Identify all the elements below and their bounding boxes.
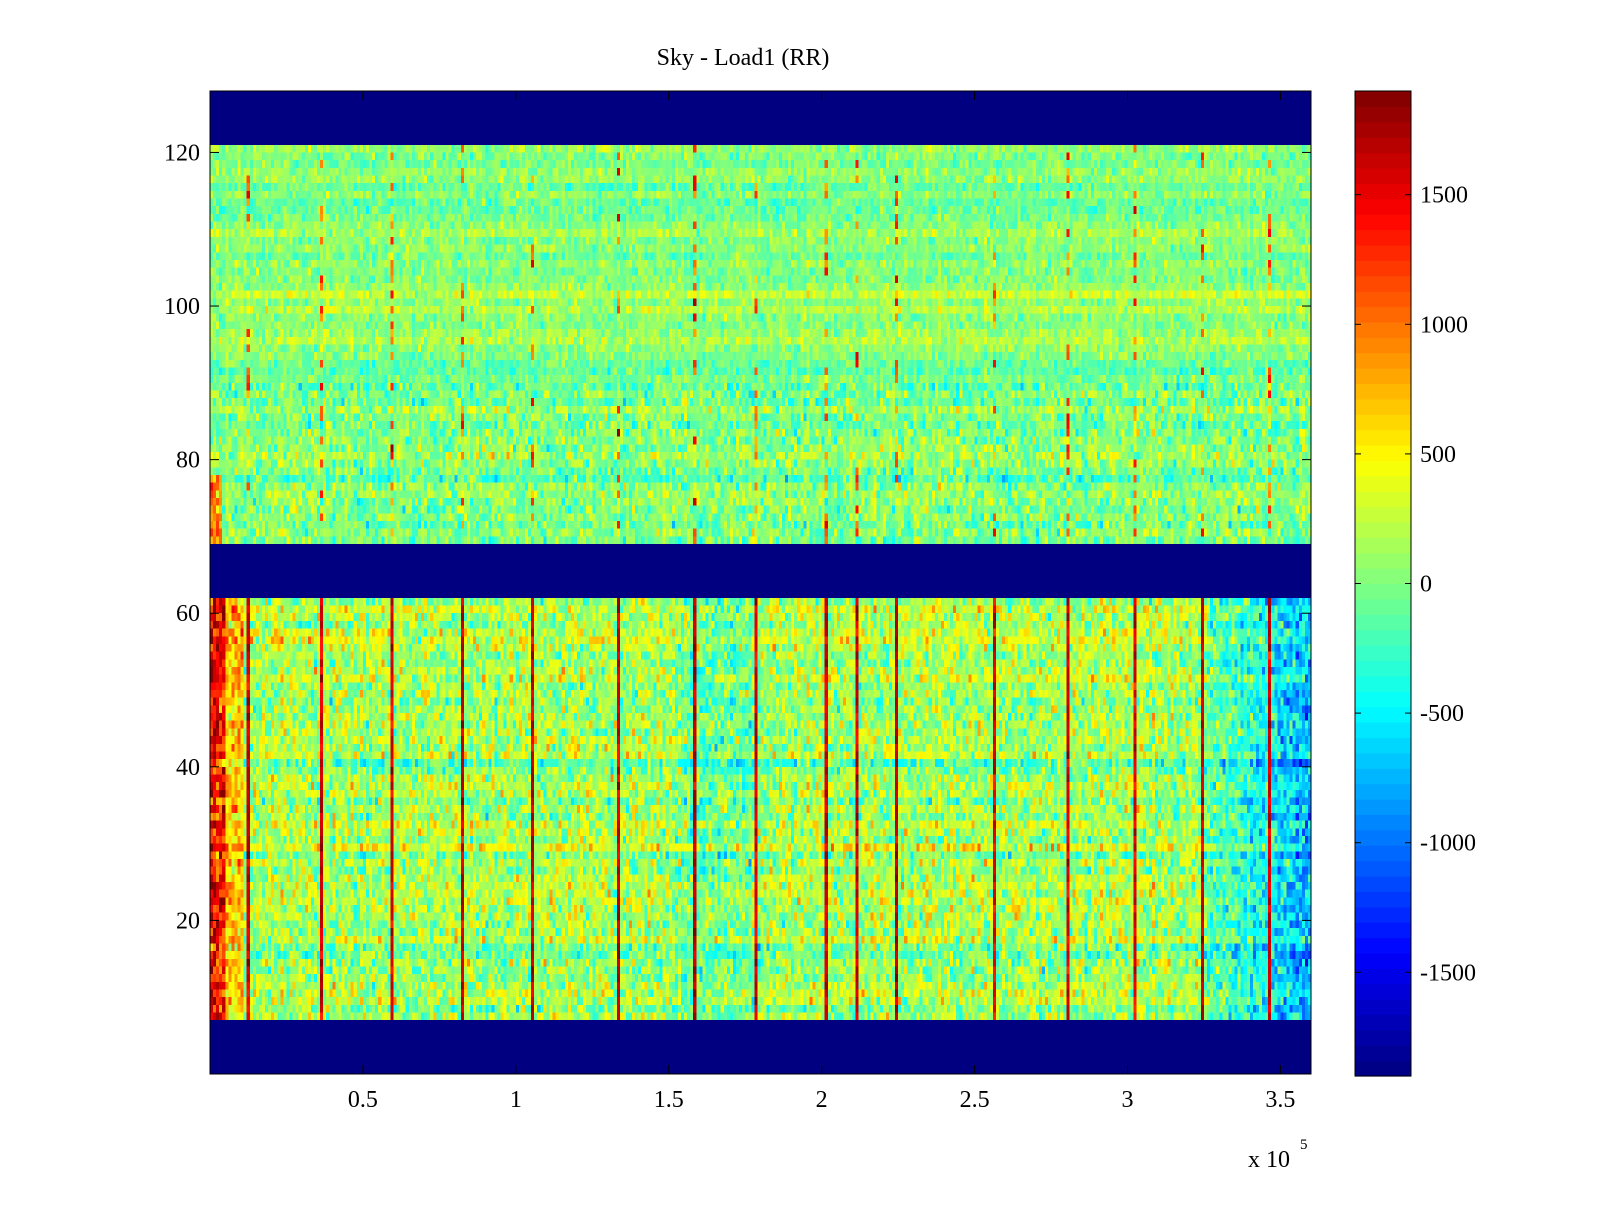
colorbar-swatch	[1355, 1014, 1411, 1031]
colorbar-swatch	[1355, 106, 1411, 123]
y-axis: 20 40 60 80 100 120	[164, 140, 1311, 934]
colorbar-swatch	[1355, 737, 1411, 754]
colorbar-tick-label: 0	[1420, 572, 1432, 598]
x-axis-exponent: x 10 5	[1248, 1137, 1308, 1173]
colorbar-swatch	[1355, 414, 1411, 431]
colorbar-swatch	[1355, 922, 1411, 939]
colorbar-swatch	[1355, 429, 1411, 446]
colorbar-swatch	[1355, 614, 1411, 631]
colorbar	[1355, 91, 1411, 1077]
x-exponent-power: 5	[1300, 1137, 1308, 1153]
y-tick-label: 80	[176, 448, 200, 474]
colorbar-swatch	[1355, 906, 1411, 923]
colorbar-swatch	[1355, 706, 1411, 723]
colorbar-swatch	[1355, 337, 1411, 354]
colorbar-swatch	[1355, 537, 1411, 554]
colorbar-swatch	[1355, 244, 1411, 261]
y-tick-label: 40	[176, 755, 200, 781]
x-tick-label: 3	[1122, 1087, 1134, 1113]
colorbar-swatch	[1355, 183, 1411, 200]
colorbar-swatch	[1355, 999, 1411, 1016]
colorbar-swatch	[1355, 937, 1411, 954]
colorbar-swatch	[1355, 583, 1411, 600]
colorbar-swatch	[1355, 1045, 1411, 1062]
colorbar-swatch	[1355, 691, 1411, 708]
colorbar-swatch	[1355, 598, 1411, 615]
colorbar-swatch	[1355, 306, 1411, 323]
colorbar-swatch	[1355, 521, 1411, 538]
chart-title: Sky - Load1 (RR)	[657, 45, 830, 71]
colorbar-swatch	[1355, 1060, 1411, 1077]
colorbar-swatch	[1355, 475, 1411, 492]
colorbar-swatch	[1355, 629, 1411, 646]
colorbar-swatch	[1355, 768, 1411, 785]
colorbar-swatch	[1355, 137, 1411, 154]
x-exponent-base: x 10	[1248, 1147, 1290, 1173]
colorbar-swatch	[1355, 1029, 1411, 1046]
colorbar-swatch	[1355, 552, 1411, 569]
colorbar-swatch	[1355, 952, 1411, 969]
colorbar-swatch	[1355, 91, 1411, 107]
colorbar-swatch	[1355, 968, 1411, 985]
x-tick-label: 1	[510, 1087, 522, 1113]
colorbar-swatch	[1355, 645, 1411, 662]
colorbar-swatch	[1355, 752, 1411, 769]
colorbar-swatch	[1355, 321, 1411, 338]
colorbar-tick-label: -1000	[1420, 831, 1476, 857]
y-tick-label: 20	[176, 908, 200, 934]
axes-frame	[209, 90, 1312, 1075]
colorbar-swatch	[1355, 214, 1411, 231]
colorbar-swatch	[1355, 383, 1411, 400]
colorbar-swatch	[1355, 722, 1411, 739]
y-tick-label: 120	[164, 140, 200, 166]
colorbar-swatch	[1355, 891, 1411, 908]
colorbar-swatch	[1355, 167, 1411, 184]
colorbar-axis: 1500 1000 500 0 -500 -1000 -1500	[1355, 183, 1476, 986]
y-tick-label: 60	[176, 601, 200, 627]
colorbar-swatch	[1355, 491, 1411, 508]
heatmap-cells	[210, 91, 1311, 1074]
x-axis: 0.5 1 1.5 2 2.5 3 3.5	[348, 91, 1295, 1113]
x-tick-label: 3.5	[1265, 1087, 1295, 1113]
plot-area	[210, 91, 1311, 1074]
colorbar-swatch	[1355, 152, 1411, 169]
colorbar-swatch	[1355, 675, 1411, 692]
colorbar-swatch	[1355, 260, 1411, 277]
colorbar-swatch	[1355, 506, 1411, 523]
colorbar-swatch	[1355, 845, 1411, 862]
colorbar-swatch	[1355, 352, 1411, 369]
colorbar-swatch	[1355, 229, 1411, 246]
colorbar-swatch	[1355, 860, 1411, 877]
colorbar-swatch	[1355, 444, 1411, 461]
colorbar-swatch	[1355, 568, 1411, 585]
colorbar-swatch	[1355, 368, 1411, 385]
colorbar-swatch	[1355, 460, 1411, 477]
colorbar-tick-label: 1500	[1420, 183, 1468, 209]
colorbar-swatch	[1355, 875, 1411, 892]
x-tick-label: 2	[816, 1087, 828, 1113]
colorbar-swatch	[1355, 291, 1411, 308]
colorbar-tick-label: -500	[1420, 701, 1464, 727]
colorbar-swatch	[1355, 814, 1411, 831]
colorbar-tick-label: 500	[1420, 442, 1456, 468]
x-tick-label: 1.5	[654, 1087, 684, 1113]
colorbar-swatch	[1355, 798, 1411, 815]
y-tick-label: 100	[164, 294, 200, 320]
colorbar-tick-label: 1000	[1420, 312, 1468, 338]
colorbar-swatch	[1355, 983, 1411, 1000]
x-tick-label: 0.5	[348, 1087, 378, 1113]
x-tick-label: 2.5	[960, 1087, 990, 1113]
colorbar-tick-label: -1500	[1420, 960, 1476, 986]
colorbar-swatch	[1355, 829, 1411, 846]
colorbar-swatch	[1355, 121, 1411, 138]
colorbar-swatch	[1355, 660, 1411, 677]
colorbar-swatch	[1355, 783, 1411, 800]
colorbar-swatch	[1355, 398, 1411, 415]
colorbar-swatch	[1355, 198, 1411, 215]
colorbar-swatch	[1355, 275, 1411, 292]
